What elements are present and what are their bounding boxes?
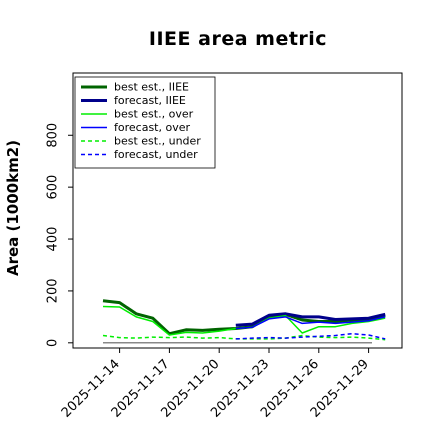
- series-line-forecast-under: [235, 332, 386, 340]
- chart-title: IIEE area metric: [149, 28, 327, 50]
- y-tick-label: 200: [46, 279, 61, 304]
- series-line-forecast-iiee: [235, 312, 386, 327]
- legend-label-best-est-under: best est., under: [114, 135, 201, 148]
- series-layer: [102, 299, 386, 341]
- series-line-best-est-iiee: [102, 299, 386, 336]
- legend-label-best-est-over: best est., over: [114, 108, 194, 121]
- y-tick-label: 800: [46, 123, 61, 148]
- legend-label-forecast-under: forecast, under: [114, 148, 198, 161]
- y-axis-label: Area (1000km2): [4, 140, 22, 276]
- series-line-forecast-over: [235, 316, 386, 330]
- plot-area: [72, 72, 403, 349]
- legend-box: [74, 76, 216, 169]
- legend-label-forecast-over: forecast, over: [114, 121, 190, 134]
- y-tick-label: 600: [46, 175, 61, 200]
- legend-label-forecast-iiee: forecast, IIEE: [114, 94, 186, 107]
- legend-label-best-est-iiee: best est., IIEE: [114, 81, 189, 94]
- y-tick-label: 0: [46, 339, 61, 347]
- y-tick-label: 400: [46, 227, 61, 252]
